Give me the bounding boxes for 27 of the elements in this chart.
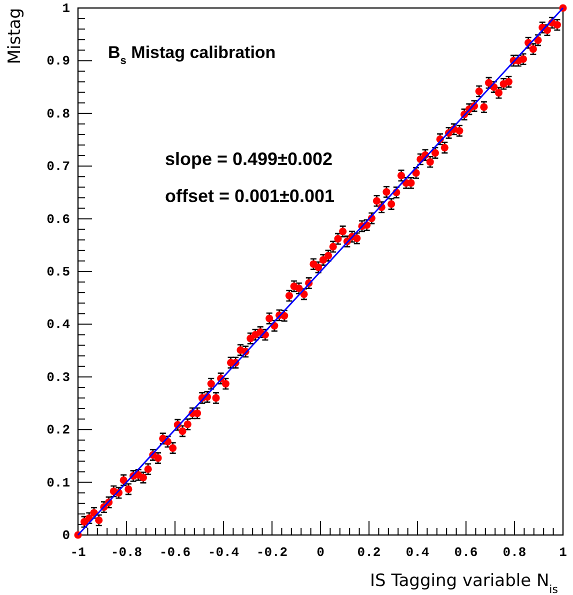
x-axis-title: IS Tagging variable N$_{is}$ xyxy=(370,571,558,595)
annotation: offset = 0.001±0.001 xyxy=(165,186,334,206)
y-axis-title: Mistag xyxy=(5,8,25,64)
x-tick-label: 0.2 xyxy=(357,545,381,560)
y-tick-label: 0.9 xyxy=(46,54,70,69)
y-tick-label: 0.6 xyxy=(46,212,70,227)
x-tick-label: 1 xyxy=(559,545,568,560)
x-tick-label: -1 xyxy=(70,545,86,560)
x-tick-label: -0.4 xyxy=(208,545,240,560)
annotation: slope = 0.499±0.002 xyxy=(165,149,332,169)
x-tick-label: -0.8 xyxy=(110,545,142,560)
text: B$_{s}$ Mistag calibration xyxy=(108,43,276,67)
x-tick-label: -0.2 xyxy=(256,545,288,560)
x-tick-label: 0.6 xyxy=(454,545,478,560)
x-tick-label: 0.8 xyxy=(502,545,526,560)
x-tick-label: 0 xyxy=(316,545,325,560)
y-tick-label: 0.3 xyxy=(46,370,70,385)
y-tick-label: 0.1 xyxy=(46,475,70,490)
y-tick-label: 0.5 xyxy=(46,264,70,280)
y-tick-label: 0.4 xyxy=(46,317,70,332)
y-tick-label: 0.2 xyxy=(46,422,70,438)
x-tick-label: -0.6 xyxy=(159,545,191,560)
y-tick-label: 0.8 xyxy=(46,106,70,122)
y-tick-label: 1 xyxy=(62,1,70,16)
y-tick-label: 0 xyxy=(62,528,70,543)
y-tick-label: 0.7 xyxy=(46,159,70,174)
x-tick-label: 0.4 xyxy=(406,545,430,560)
